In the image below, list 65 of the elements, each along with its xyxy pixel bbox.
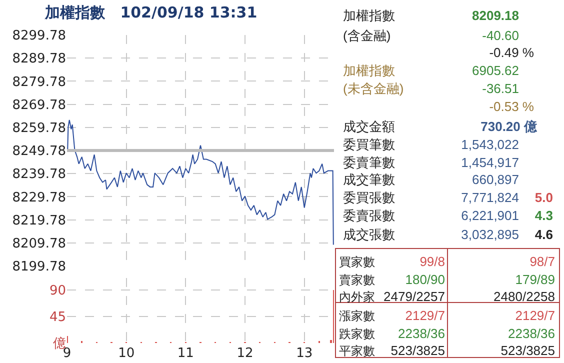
text: 成交金額 <box>343 119 395 135</box>
text: 2129/7 <box>515 308 555 324</box>
text: 委買筆數 <box>343 137 395 153</box>
text: -0.49 % <box>489 45 534 61</box>
text: -0.53 % <box>489 99 534 115</box>
y-tick-label: 8199.78 <box>12 260 66 275</box>
text: -36.51 <box>482 81 519 97</box>
line-series <box>67 119 334 246</box>
text: 180/90 <box>405 272 445 288</box>
x-tick-label: 11 <box>177 346 194 361</box>
text: 成交張數 <box>343 227 395 243</box>
text: 2480/2258 <box>494 289 555 305</box>
text: 660,897 <box>472 172 519 188</box>
text: 平家數 <box>339 343 375 359</box>
y-tick-label: 8279.78 <box>12 74 66 90</box>
text: 內外家 <box>339 289 375 305</box>
text: 1,454,917 <box>461 155 519 171</box>
text: (含金融) <box>343 28 391 44</box>
y-tick-label: 8209.78 <box>12 236 66 252</box>
x-tick-label: 10 <box>118 346 135 361</box>
y-tick-label: 8239.78 <box>12 167 66 182</box>
text: 4.6 <box>534 227 553 243</box>
text: 8209.18 <box>472 8 519 24</box>
text: 4.3 <box>534 208 553 224</box>
x-tick-label: 13 <box>296 346 313 361</box>
text: (未含金融) <box>343 81 404 97</box>
text: 成交筆數 <box>343 172 395 188</box>
text: 加權指數 <box>343 8 395 24</box>
text: 委賣筆數 <box>343 155 395 171</box>
text: 98/7 <box>530 254 555 270</box>
text: 3,032,895 <box>461 227 519 243</box>
text: 2238/36 <box>508 326 555 342</box>
text: 523/3825 <box>390 343 445 359</box>
text: 委買張數 <box>343 190 395 206</box>
text: 跌家數 <box>339 326 375 342</box>
text: 1,543,022 <box>461 137 519 153</box>
y-tick-label: 8219.78 <box>12 213 66 228</box>
text: 6905.62 <box>472 63 519 79</box>
text: -40.60 <box>482 28 519 44</box>
chart-title: 加權指數 102/09/18 13:31 <box>44 3 258 22</box>
x-tick-label: 12 <box>236 346 254 361</box>
text: 179/89 <box>515 272 555 288</box>
text: 加權指數 <box>343 63 395 79</box>
y-tick-label: 8259.78 <box>12 120 66 136</box>
text: 2129/7 <box>405 308 445 324</box>
y-tick-label: 8289.78 <box>12 52 66 67</box>
y-tick-label: 8269.78 <box>12 98 66 113</box>
text: 523/3825 <box>500 343 555 359</box>
text: 委賣張數 <box>343 208 395 224</box>
text: 99/8 <box>420 254 445 270</box>
text: 6,221,901 <box>461 208 519 224</box>
y-tick-label: 8249.78 <box>12 144 66 160</box>
text: 5.0 <box>534 190 553 206</box>
text: 賣家數 <box>339 272 375 288</box>
text: 7,771,824 <box>461 190 519 206</box>
x-tick-label: 9 <box>62 346 72 361</box>
text: 2479/2257 <box>384 289 445 305</box>
text: 買家數 <box>339 254 375 270</box>
text: 730.20 億 <box>480 119 537 135</box>
y-tick-label: 90 <box>49 283 66 298</box>
y-tick-label: 8299.78 <box>12 28 66 44</box>
y-tick-label: 8229.78 <box>12 190 66 206</box>
y-tick-label: 45 <box>49 310 66 325</box>
text: 2238/36 <box>398 326 445 342</box>
text: 漲家數 <box>339 308 375 324</box>
